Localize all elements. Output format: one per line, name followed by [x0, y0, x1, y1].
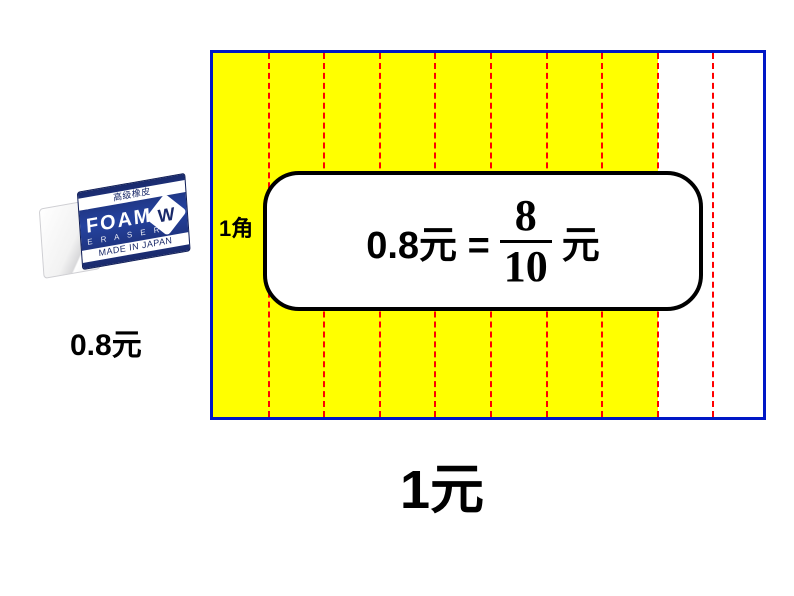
eraser-badge-letter: W — [157, 203, 175, 227]
one-yuan-label: 1元 — [400, 445, 484, 524]
eraser-price-label: 0.8元 — [70, 320, 142, 364]
fraction-numerator: 8 — [511, 194, 541, 240]
equation-bubble: 0.8元 = 8 10 元 — [263, 171, 703, 311]
equation-lhs: 0.8元 = — [366, 214, 490, 269]
partition-divider — [712, 53, 714, 417]
jiao-label: 1角 — [219, 211, 253, 243]
canvas: 高级橡皮 FOAM E R A S E R W MADE IN JAPAN 0.… — [0, 0, 794, 596]
fraction-denominator: 10 — [500, 243, 552, 289]
partition-diagram: 1角 0.8元 = 8 10 元 — [210, 50, 766, 420]
partition-rect: 1角 0.8元 = 8 10 元 — [210, 50, 766, 420]
eraser-image: 高级橡皮 FOAM E R A S E R W MADE IN JAPAN — [32, 162, 209, 298]
equation-unit: 元 — [562, 214, 600, 269]
equation-fraction: 8 10 — [500, 194, 552, 289]
eraser-sleeve: 高级橡皮 FOAM E R A S E R W MADE IN JAPAN — [77, 173, 191, 270]
